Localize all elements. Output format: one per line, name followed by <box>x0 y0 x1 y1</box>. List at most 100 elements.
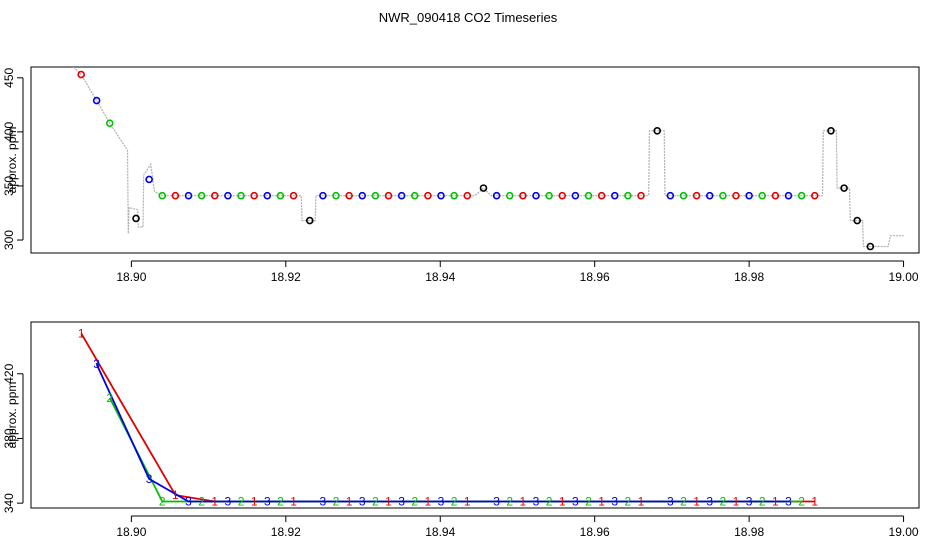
co2-point-1 <box>637 191 645 200</box>
co2-point-1 <box>771 191 780 200</box>
chart-title: NWR_090418 CO2 Timeseries <box>379 10 558 25</box>
co2-point-2 <box>797 191 806 200</box>
bottom-x-tick-label: 18.96 <box>580 525 610 539</box>
co2-point-1 <box>732 191 740 200</box>
co2-point-3 <box>397 191 406 200</box>
co2-point-3 <box>784 191 793 200</box>
series-1-point-label: 1 <box>78 326 85 340</box>
co2-point-2 <box>332 191 340 200</box>
series-2-point-label: 2 <box>411 495 418 509</box>
co2-point-3 <box>705 191 714 200</box>
series-3-point-label: 3 <box>359 495 366 509</box>
bottom-x-tick-label: 19.00 <box>889 525 919 539</box>
series-3-point-label: 3 <box>493 495 500 509</box>
co2-point-2 <box>505 191 514 200</box>
co2-point-2 <box>276 191 285 200</box>
top-panel-plot-area <box>73 67 904 251</box>
bottom-x-tick-label: 18.90 <box>116 525 146 539</box>
co2-point-flag <box>305 216 314 225</box>
top-x-tick-label: 18.98 <box>734 270 764 284</box>
co2-point-1 <box>810 191 819 200</box>
series-2-point-label: 2 <box>585 495 592 509</box>
bottom-y-tick-label: 420 <box>2 363 16 383</box>
series-3-point-label: 3 <box>785 495 792 509</box>
co2-point-1 <box>597 191 606 200</box>
series-1-point-label: 1 <box>520 495 527 509</box>
co2-point-flag <box>479 184 488 192</box>
top-x-tick-label: 18.90 <box>116 270 146 284</box>
co2-point-3 <box>319 191 327 200</box>
co2-point-3 <box>263 191 272 200</box>
co2-point-1 <box>289 191 298 200</box>
top-panel-ylabel: approx. ppm <box>5 127 19 194</box>
co2-point-3 <box>532 191 540 200</box>
top-panel-frame <box>30 66 920 254</box>
top-y-tick-label: 450 <box>2 67 16 87</box>
co2-point-1 <box>77 70 85 79</box>
series-3-point-label: 3 <box>398 495 405 509</box>
co2-point-3 <box>745 191 753 200</box>
series-2-point-label: 2 <box>720 495 727 509</box>
series-2-point-label: 2 <box>159 495 166 509</box>
co2-point-flag <box>653 127 662 135</box>
co2-point-3 <box>92 96 101 105</box>
co2-point-3 <box>184 191 193 200</box>
co2-point-2 <box>371 191 380 200</box>
series-1-point-label: 1 <box>772 495 779 509</box>
series-2-point-label: 2 <box>798 495 805 509</box>
series-2-line <box>108 397 802 503</box>
series-1-point-label: 1 <box>559 495 566 509</box>
top-x-tick-label: 18.92 <box>271 270 301 284</box>
top-x-tick-label: 19.00 <box>889 270 919 284</box>
co2-point-1 <box>692 191 701 200</box>
co2-point-flag <box>853 216 862 225</box>
series-2-point-label: 2 <box>680 495 687 509</box>
co2-point-3 <box>610 191 619 200</box>
series-2-point-label: 2 <box>238 495 245 509</box>
co2-point-3 <box>666 191 675 200</box>
series-1-point-label: 1 <box>598 495 605 509</box>
co2-point-2 <box>158 191 167 200</box>
co2-point-2 <box>679 191 688 200</box>
co2-point-2 <box>719 191 727 200</box>
bottom-panel-frame <box>30 321 920 509</box>
co2-point-flag <box>827 127 835 135</box>
co2-point-3 <box>437 191 445 200</box>
bottom-x-tick-label: 18.98 <box>734 525 764 539</box>
series-3-point-label: 3 <box>93 357 100 371</box>
co2-point-2 <box>450 191 458 200</box>
series-1-point-label: 1 <box>346 495 353 509</box>
co2-point-1 <box>210 191 219 200</box>
bottom-x-tick-label: 18.92 <box>271 525 301 539</box>
series-3-point-label: 3 <box>185 495 192 509</box>
series-1-point-label: 1 <box>811 495 818 509</box>
series-1-point-label: 1 <box>638 495 645 509</box>
series-2-point-label: 2 <box>277 495 284 509</box>
series-1-point-label: 1 <box>211 495 218 509</box>
series-2-point-label: 2 <box>451 495 458 509</box>
top-panel-y-axis: 300 350 400 450 <box>2 67 24 250</box>
co2-point-1 <box>345 191 353 200</box>
co2-point-3 <box>145 175 153 184</box>
series-1-point-label: 1 <box>290 495 297 509</box>
bottom-panel-line: approx. ppm 18.90 18.92 18.94 18.96 18.98 19.… <box>2 321 920 539</box>
top-panel-x-axis: 18.90 18.92 18.94 18.96 18.98 19.00 <box>116 260 919 284</box>
top-panel-scatter: approx. ppm 18.90 18.92 18.94 18.96 18.98 19.… <box>2 66 920 284</box>
co2-point-1 <box>250 191 258 200</box>
co2-point-1 <box>424 191 432 200</box>
series-3-point-label: 3 <box>320 495 327 509</box>
top-panel-marks <box>73 67 904 251</box>
series-1-point-label: 1 <box>464 495 471 509</box>
series-1-point-label: 1 <box>251 495 258 509</box>
co2-trace-line <box>73 67 904 248</box>
series-1-point-label: 1 <box>693 495 700 509</box>
co2-point-1 <box>558 191 567 200</box>
bottom-panel-x-axis: 18.90 18.92 18.94 18.96 18.98 19.00 <box>116 515 919 539</box>
co2-point-2 <box>237 191 245 200</box>
co2-point-1 <box>463 191 472 200</box>
co2-point-2 <box>624 191 632 200</box>
co2-point-flag <box>866 242 875 251</box>
series-3-point-label: 3 <box>438 495 445 509</box>
series-3-point-label: 3 <box>264 495 271 509</box>
